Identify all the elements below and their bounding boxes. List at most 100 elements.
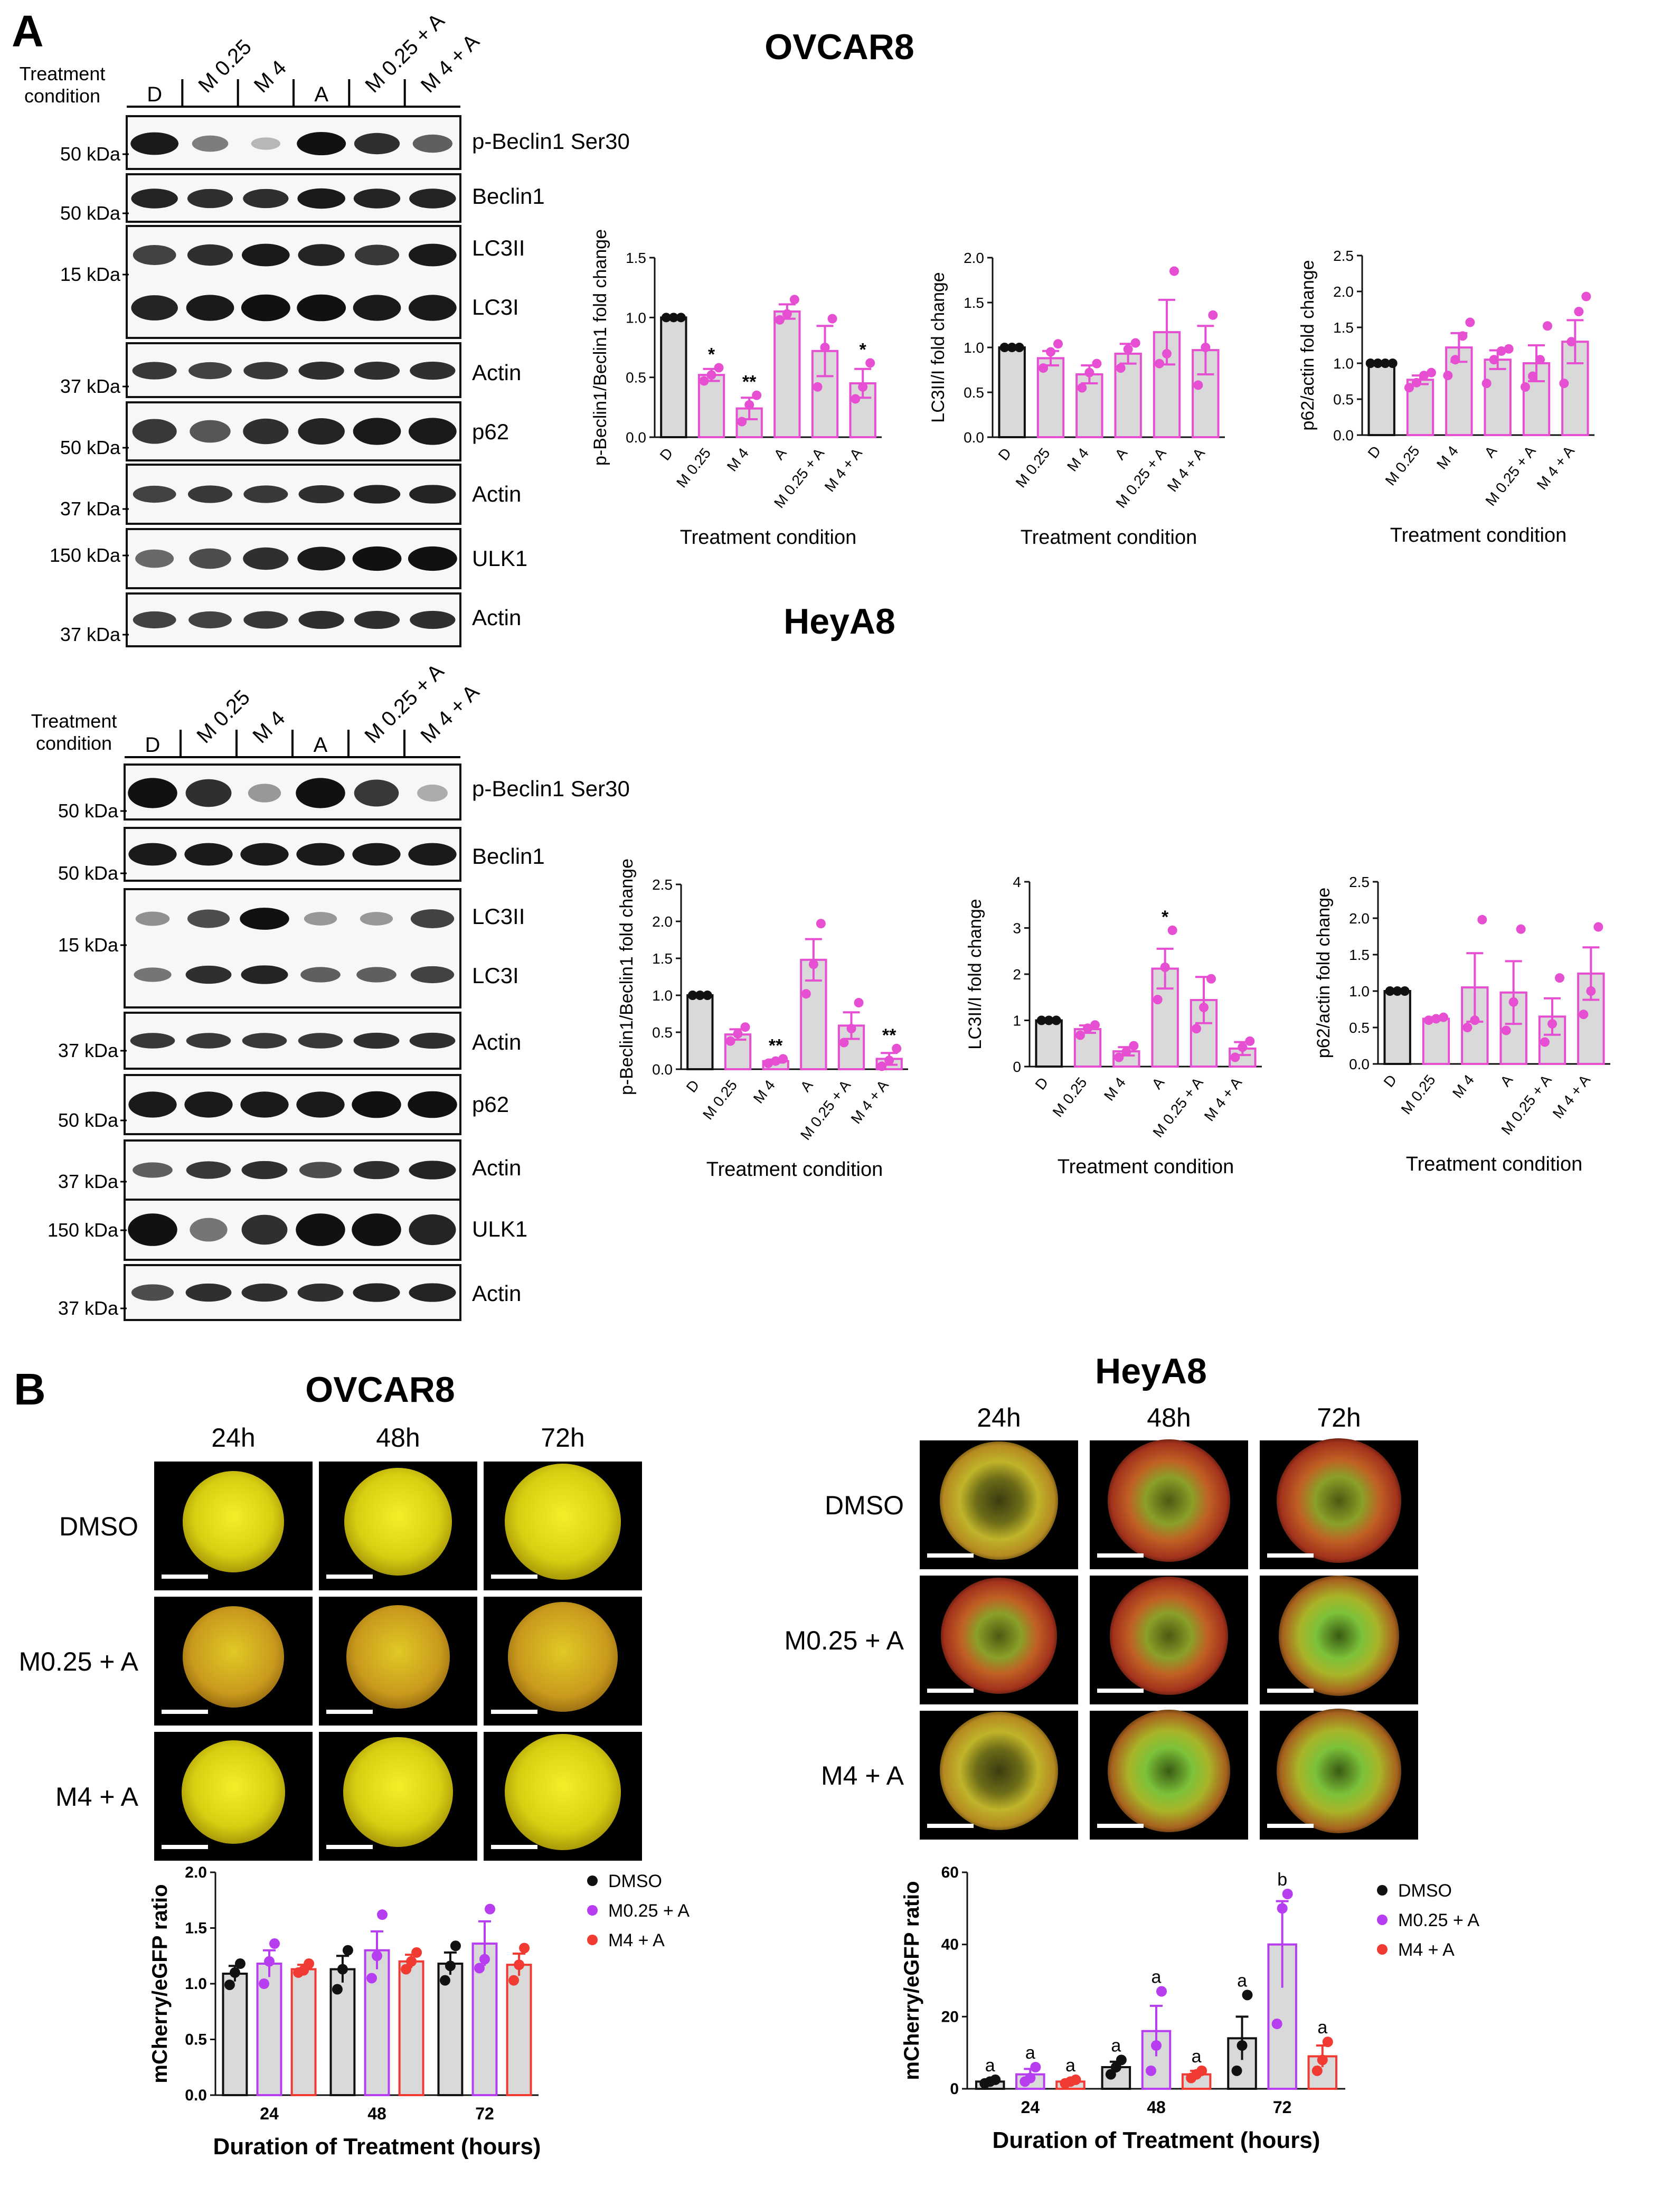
bar-0	[1367, 362, 1395, 436]
x-tick-label: A	[797, 1077, 816, 1095]
legend-marker	[1377, 1885, 1388, 1896]
legend-marker	[587, 1935, 598, 1945]
x-tick-label: M 0.25	[673, 445, 714, 491]
data-point	[1450, 355, 1460, 365]
data-point	[1121, 1047, 1131, 1057]
protein-label-7: ULK1	[472, 546, 527, 571]
x-tick-label: M 4	[724, 445, 752, 475]
data-point	[1477, 915, 1487, 925]
blot-band	[408, 243, 457, 267]
blot-band	[410, 909, 455, 929]
data-point	[1365, 359, 1375, 368]
y-tick-label: 20	[941, 2008, 959, 2025]
data-point	[1277, 1903, 1288, 1914]
y-tick-label: 2.5	[1349, 874, 1370, 890]
blot-band	[187, 485, 233, 503]
blot-band	[241, 1214, 288, 1245]
data-point	[342, 1945, 353, 1956]
y-tick-label: 2.0	[964, 250, 984, 266]
data-point	[1535, 355, 1545, 365]
data-point	[234, 1958, 246, 1969]
data-point	[264, 1956, 275, 1967]
blot-panel	[126, 342, 461, 398]
data-point	[801, 989, 811, 999]
data-point	[820, 343, 830, 352]
bar-DMSO	[1227, 2037, 1257, 2090]
data-point	[1199, 1003, 1209, 1012]
protein-label-4: Actin	[472, 360, 521, 385]
blot-band	[298, 610, 344, 629]
data-point	[1419, 371, 1429, 381]
x-tick-label: A	[1481, 442, 1500, 460]
blot-panel	[126, 225, 461, 339]
x-tick-label: A	[1111, 445, 1130, 463]
blot-header-line2: condition	[24, 85, 100, 107]
group-letter: a	[1111, 2035, 1121, 2056]
blot-panel	[124, 827, 461, 882]
y-tick-label: 0	[1013, 1059, 1021, 1075]
x-tick-label: M 4	[750, 1077, 778, 1107]
data-point	[1051, 1015, 1061, 1025]
y-axis-label: LC3II/I fold change	[928, 272, 948, 422]
blot-header-line1: Treatment	[20, 63, 106, 84]
data-point	[1516, 924, 1526, 934]
significance-mark: **	[882, 1025, 896, 1045]
y-axis-label: p62/actin fold change	[1314, 888, 1334, 1058]
data-point	[1123, 344, 1133, 354]
data-point	[1388, 359, 1398, 368]
data-point	[1007, 343, 1017, 352]
panel-a-label: A	[12, 6, 44, 56]
y-tick-label: 1.0	[1333, 355, 1354, 372]
protein-label-3: LC3I	[472, 295, 519, 319]
x-tick-label: M 0.25	[1398, 1072, 1439, 1118]
x-tick-label: M 0.25	[700, 1077, 740, 1123]
bar-M4 + A	[398, 1960, 424, 2097]
blot-band	[409, 1032, 456, 1049]
data-point	[1245, 1036, 1255, 1046]
data-point	[372, 1950, 382, 1962]
protein-label-8: Actin	[472, 605, 521, 630]
time-label-2: 72h	[1317, 1403, 1361, 1432]
x-axis-label: Treatment condition	[1390, 524, 1566, 546]
data-point	[1196, 2065, 1207, 2076]
group-letter: a	[1192, 2047, 1202, 2067]
blot-band	[133, 611, 176, 629]
chart-ovcar8-pbeclin: 0.00.51.01.5D*M 0.25**M 4 AM 0.25 + A*M 4…	[590, 229, 882, 549]
data-point	[1574, 307, 1584, 317]
data-point	[229, 1967, 240, 1978]
significance-mark: *	[708, 345, 715, 365]
data-point	[1238, 1042, 1248, 1052]
significance-mark: **	[769, 1035, 783, 1055]
data-point	[1501, 1025, 1511, 1035]
spheroid	[343, 1737, 453, 1847]
ratio-legends: DMSO M0.25 + A M4 + A DMSO M0.25 + A M4 + A	[587, 1871, 1479, 1960]
data-point	[1092, 359, 1102, 369]
y-tick-label: 0.5	[1349, 1020, 1370, 1036]
protein-label-2: LC3II	[472, 235, 525, 260]
bar-M0.25 + A	[364, 1949, 390, 2096]
data-point	[733, 1029, 743, 1039]
blot-band	[297, 294, 346, 322]
data-point	[377, 1909, 388, 1920]
data-point	[1169, 266, 1179, 276]
data-point	[725, 1036, 735, 1046]
x-tick-label: M 0.25	[1013, 445, 1053, 491]
time-label-1: 48h	[376, 1423, 420, 1453]
spheroid	[508, 1602, 618, 1712]
blot-panel	[124, 1074, 461, 1135]
y-tick-label: 0.0	[1333, 427, 1354, 444]
y-tick-label: 0	[950, 2080, 959, 2098]
blot-band	[243, 362, 288, 380]
blot-band	[296, 843, 345, 866]
x-tick-label: M 4 + A	[848, 1077, 892, 1127]
x-tick-label: 24	[260, 2104, 279, 2123]
y-axis-label: LC3II/I fold change	[965, 899, 985, 1049]
time-label-2: 72h	[541, 1423, 584, 1453]
protein-label-4: Actin	[472, 1030, 521, 1054]
data-point	[1443, 371, 1453, 381]
kda-marker-1: 50 kDa	[58, 862, 119, 884]
data-point	[1586, 986, 1596, 996]
data-point	[858, 382, 868, 392]
data-point	[706, 370, 716, 380]
spheroid	[346, 1605, 450, 1709]
